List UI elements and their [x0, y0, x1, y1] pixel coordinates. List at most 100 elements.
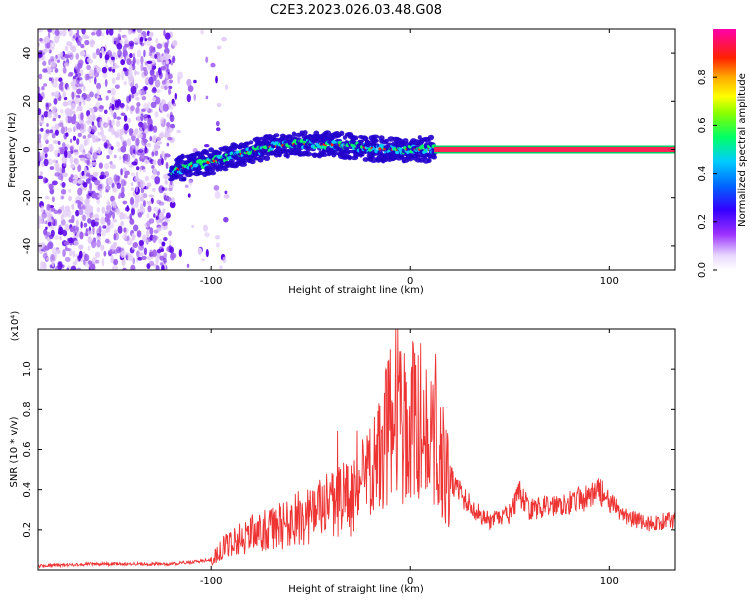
spectrogram-noise-point: [97, 97, 103, 101]
spectrogram-noise-point: [59, 51, 64, 57]
spectrogram-noise-point: [163, 29, 166, 37]
spectrogram-noise-point: [159, 255, 165, 261]
spectrogram-noise-point: [163, 252, 168, 260]
spectrogram-noise-point: [161, 264, 165, 270]
spectrogram-noise-point: [108, 68, 112, 72]
spectrogram-ridge-outer: [305, 147, 311, 153]
spectrogram-noise-point: [44, 48, 50, 53]
chart-title: C2E3.2023.026.03.48.G08: [270, 3, 442, 18]
snr-panel: -100 0 100 0.2 0.4 0.6 0.8 1.0 (x10⁴) Height of…: [9, 311, 676, 595]
spectrogram-noise-point: [218, 265, 223, 270]
spectrogram-noise-point: [55, 249, 61, 255]
spectrogram-noise-point: [54, 58, 58, 63]
spectrogram-noise-point: [82, 135, 87, 139]
spectrogram-noise-point: [187, 85, 194, 93]
spectrogram-noise-point: [87, 127, 92, 133]
spectrogram-noise-point: [43, 133, 48, 142]
spectrogram-noise-point: [136, 166, 140, 171]
spectrogram-noise-point: [54, 234, 59, 240]
spectrogram-noise-point: [38, 216, 44, 224]
spectrogram-panel: -100 0 100 -40 -20 0 20 40 Height of straight l…: [7, 28, 676, 296]
spectrogram-noise-point: [138, 89, 142, 96]
spectrogram-noise-point: [162, 208, 166, 214]
spectrogram-noise-point: [172, 55, 176, 64]
spectrogram-noise-point: [123, 80, 127, 86]
spectrogram-noise-point: [53, 98, 58, 105]
spectrogram-ytick-label: 0: [22, 146, 33, 152]
spectrogram-noise-point: [54, 149, 59, 158]
spectrogram-noise-point: [146, 142, 152, 148]
spectrogram-noise-point: [152, 96, 156, 102]
spectrogram-noise-point: [147, 101, 150, 109]
spectrogram-noise-point: [116, 141, 120, 148]
spectrogram-noise-point: [101, 206, 106, 214]
spectrogram-noise-point: [38, 151, 41, 157]
spectrogram-noise-point: [77, 201, 84, 210]
colorbar-gradient: [713, 29, 736, 270]
snr-xtick-label: 100: [600, 576, 619, 587]
spectrogram-noise-point: [76, 29, 80, 35]
spectrogram-noise-point: [64, 247, 71, 252]
spectrogram-noise-point: [47, 242, 51, 248]
spectrogram-noise-point: [154, 96, 161, 105]
spectrogram-noise-point: [131, 232, 135, 241]
spectrogram-noise-point: [51, 196, 55, 203]
spectrogram-noise-point: [115, 208, 120, 214]
spectrogram-noise-point: [40, 127, 44, 132]
spectrogram-noise-point: [87, 245, 91, 252]
spectrogram-noise-point: [153, 213, 156, 218]
spectrogram-noise-point: [54, 29, 60, 36]
spectrogram-noise-point: [165, 161, 169, 169]
spectrogram-noise-point: [39, 37, 43, 42]
spectrogram-noise-point: [146, 220, 151, 227]
colorbar-ticks: 0.0 0.2 0.4 0.6 0.8: [697, 69, 717, 278]
spectrogram-ytick-label: 40: [22, 47, 33, 60]
spectrogram-noise-point: [60, 214, 64, 221]
spectrogram-noise-point: [149, 227, 154, 235]
spectrogram-noise-point: [72, 135, 77, 141]
colorbar-tick-label: 0.8: [697, 69, 708, 85]
spectrogram-noise-point: [80, 80, 84, 84]
spectrogram-noise-point: [112, 52, 117, 57]
spectrogram-ridge-outer: [273, 133, 280, 138]
spectrogram-noise-point: [101, 66, 108, 74]
spectrogram-noise-point: [123, 36, 128, 41]
spectrogram-noise-point: [163, 173, 169, 180]
spectrogram-noise-point: [169, 200, 176, 209]
spectrogram-noise-point: [126, 138, 132, 146]
spectrogram-noise-point: [43, 158, 49, 167]
spectrogram-noise-point: [72, 75, 77, 80]
spectrogram-noise-point: [62, 66, 67, 74]
spectrogram-noise-point: [122, 234, 127, 240]
spectrogram-noise-point: [84, 35, 90, 39]
spectrogram-noise-point: [106, 29, 109, 36]
spectrogram-noise-point: [86, 210, 91, 219]
spectrogram-noise-point: [142, 86, 149, 91]
spectrogram-noise-point: [112, 68, 116, 73]
spectrogram-noise-point: [168, 239, 172, 247]
spectrogram-noise-point: [75, 82, 81, 88]
spectrogram-noise-point: [90, 161, 97, 166]
spectrogram-noise-point: [51, 180, 58, 186]
spectrogram-noise-point: [66, 108, 73, 117]
spectrogram-noise-point: [42, 177, 46, 182]
spectrogram-noise-point: [136, 250, 140, 258]
spectrogram-xtick-label: 100: [600, 276, 619, 287]
spectrogram-noise-point: [114, 132, 120, 138]
spectrogram-noise-point: [122, 140, 126, 148]
spectrogram-noise-point: [38, 73, 43, 80]
spectrogram-noise-point: [38, 108, 42, 116]
spectrogram-noise-point: [110, 56, 115, 61]
spectrogram-noise-point: [109, 161, 113, 165]
spectrogram-noise-point: [65, 132, 69, 137]
spectrogram-noise-point: [76, 267, 81, 270]
spectrogram-noise-point: [64, 223, 70, 232]
snr-ytick-label: 0.6: [22, 442, 33, 458]
spectrogram-noise-point: [87, 114, 94, 123]
spectrogram-noise-point: [42, 252, 48, 259]
spectrogram-noise-point: [79, 50, 86, 57]
spectrogram-noise-point: [95, 29, 102, 37]
spectrogram-noise-point: [100, 129, 104, 137]
spectrogram-noise-point: [152, 125, 158, 133]
spectrogram-noise-point: [43, 83, 48, 87]
